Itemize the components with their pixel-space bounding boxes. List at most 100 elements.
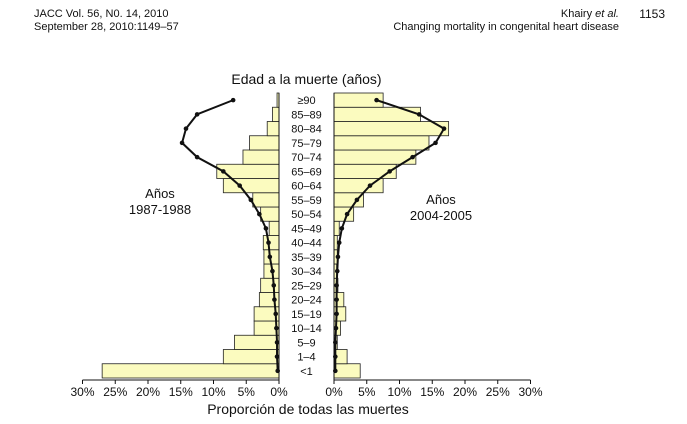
series-label-left-line-1: 1987-1988 bbox=[129, 202, 191, 217]
bar-right-14 bbox=[333, 163, 397, 179]
trend-point-left-18 bbox=[194, 112, 200, 117]
bar-left-11 bbox=[260, 206, 280, 222]
trend-point-right-0 bbox=[333, 368, 338, 374]
trend-line-right bbox=[334, 99, 446, 371]
chart-title: Edad a la muerte (años) bbox=[231, 71, 381, 87]
trend-point-left-12 bbox=[248, 197, 254, 203]
trend-point-left-8 bbox=[267, 254, 273, 260]
bar-left-12 bbox=[252, 192, 280, 208]
bar-left-17 bbox=[266, 121, 280, 137]
bar-left-15 bbox=[242, 149, 280, 165]
bar-left-1 bbox=[222, 349, 280, 365]
age-label-17: 80–84 bbox=[291, 124, 322, 136]
bar-right-17 bbox=[333, 121, 450, 137]
trend-point-right-13 bbox=[367, 183, 373, 188]
tick-label-left-1: 25% bbox=[103, 385, 127, 399]
trend-line-left bbox=[180, 99, 279, 371]
tick-label-right-2: 10% bbox=[387, 385, 411, 399]
age-label-16: 75–79 bbox=[291, 138, 322, 150]
trend-point-left-13 bbox=[237, 183, 242, 188]
bar-left-6 bbox=[260, 277, 280, 293]
age-label-0: <1 bbox=[300, 366, 313, 378]
trend-point-right-4 bbox=[334, 311, 339, 317]
age-label-12: 55–59 bbox=[291, 195, 322, 207]
trend-point-left-11 bbox=[257, 211, 262, 217]
trend-point-left-19 bbox=[230, 97, 236, 103]
left-bars bbox=[101, 92, 280, 379]
trend-point-right-7 bbox=[334, 268, 340, 274]
tick-label-left-4: 10% bbox=[201, 385, 225, 399]
trend-point-right-12 bbox=[354, 197, 360, 203]
series-label-right: Años 2004-2005 bbox=[410, 192, 472, 223]
tick-label-right-6: 30% bbox=[518, 385, 542, 399]
tick-label-right-5: 25% bbox=[486, 385, 510, 399]
age-label-7: 30–34 bbox=[291, 266, 322, 278]
bar-right-0 bbox=[333, 363, 361, 379]
age-label-3: 10–14 bbox=[291, 323, 322, 335]
tick-label-right-1: 5% bbox=[358, 385, 376, 399]
age-label-5: 20–24 bbox=[291, 295, 322, 307]
trend-point-left-10 bbox=[263, 226, 269, 231]
bar-left-13 bbox=[222, 178, 280, 194]
bar-right-10 bbox=[333, 220, 340, 236]
age-label-8: 35–39 bbox=[291, 252, 322, 264]
trend-point-right-8 bbox=[335, 254, 341, 260]
trend-point-left-14 bbox=[221, 169, 226, 174]
age-label-6: 25–29 bbox=[291, 280, 322, 292]
series-label-right-line-1: 2004-2005 bbox=[410, 208, 472, 223]
trend-point-left-16 bbox=[179, 140, 185, 146]
tick-label-left-2: 20% bbox=[136, 385, 160, 399]
bar-left-10 bbox=[268, 220, 280, 236]
trend-point-right-18 bbox=[416, 112, 422, 117]
right-trend bbox=[333, 97, 447, 374]
series-label-left-line-0: Años bbox=[145, 186, 175, 201]
trend-point-right-11 bbox=[344, 211, 350, 217]
trend-point-right-17 bbox=[441, 126, 447, 131]
trend-point-right-10 bbox=[339, 226, 345, 231]
series-label-right-line-0: Años bbox=[426, 192, 456, 207]
bar-right-16 bbox=[333, 135, 430, 151]
trend-point-right-6 bbox=[334, 283, 339, 288]
series-label-left: Años 1987-1988 bbox=[129, 186, 191, 217]
right-bars bbox=[333, 92, 450, 379]
tick-label-left-6: 0% bbox=[270, 385, 288, 399]
trend-point-right-19 bbox=[374, 97, 379, 103]
tick-label-right-3: 15% bbox=[420, 385, 444, 399]
trend-point-left-1 bbox=[274, 354, 280, 359]
trend-point-right-15 bbox=[410, 154, 415, 160]
age-label-10: 45–49 bbox=[291, 223, 322, 235]
trend-point-left-9 bbox=[266, 240, 271, 245]
age-label-4: 15–19 bbox=[291, 309, 322, 321]
tick-label-right-0: 0% bbox=[325, 385, 343, 399]
age-label-15: 70–74 bbox=[291, 152, 322, 164]
left-trend bbox=[179, 97, 280, 374]
age-label-11: 50–54 bbox=[291, 209, 322, 221]
labels: <1 1–4 5–9 10–14 15–19 20–24 25–29 30–34 35–39 40… bbox=[129, 71, 472, 417]
tick-label-left-0: 30% bbox=[70, 385, 94, 399]
bar-left-14 bbox=[216, 163, 280, 179]
trend-point-right-16 bbox=[433, 140, 438, 146]
age-label-1: 1–4 bbox=[297, 352, 315, 364]
tick-label-left-5: 5% bbox=[238, 385, 256, 399]
trend-point-right-3 bbox=[333, 325, 339, 331]
trend-point-left-3 bbox=[274, 325, 279, 331]
age-label-19: ≥90 bbox=[297, 95, 315, 107]
journal-header: JACC Vol. 56, N0. 14, 2010 September 28,… bbox=[34, 8, 179, 34]
trend-point-left-4 bbox=[273, 311, 279, 317]
bar-right-18 bbox=[333, 106, 421, 122]
bar-left-18 bbox=[272, 106, 280, 122]
article-title: Changing mortality in congenital heart d… bbox=[393, 21, 619, 33]
trend-point-right-9 bbox=[336, 240, 342, 245]
age-label-9: 40–44 bbox=[291, 238, 322, 250]
author-name: Khairy bbox=[560, 8, 593, 20]
author-etal: et al. bbox=[595, 8, 619, 20]
age-label-13: 60–64 bbox=[291, 181, 322, 193]
tick-label-left-3: 15% bbox=[169, 385, 193, 399]
bar-left-9 bbox=[262, 235, 280, 251]
trend-point-left-17 bbox=[183, 126, 189, 131]
trend-point-right-2 bbox=[333, 340, 338, 345]
trend-point-left-0 bbox=[275, 368, 280, 374]
trend-point-left-6 bbox=[271, 283, 277, 288]
trend-point-left-7 bbox=[270, 268, 275, 274]
